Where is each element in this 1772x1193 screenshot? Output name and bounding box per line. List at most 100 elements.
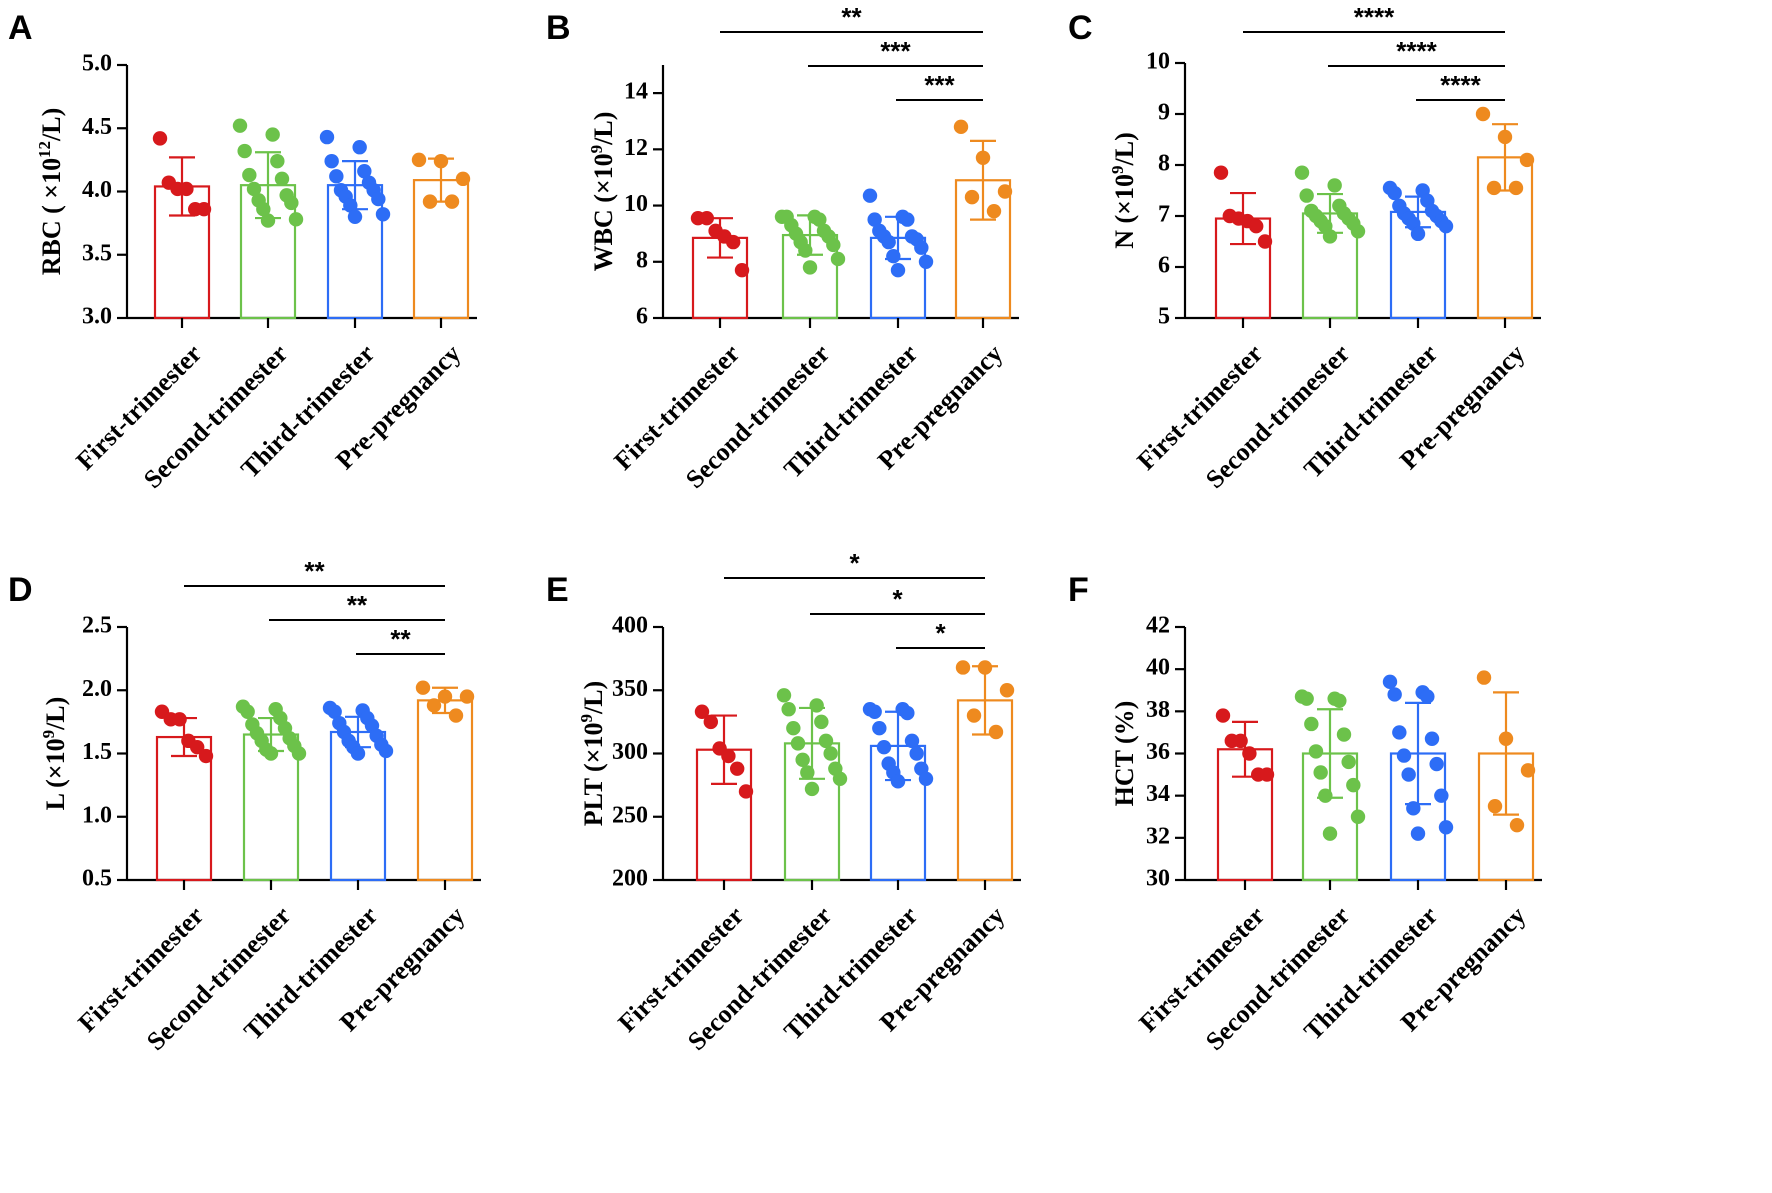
data-point <box>1476 670 1492 685</box>
data-point <box>455 171 471 187</box>
y-tick-label: 6 <box>1158 253 1170 279</box>
data-point <box>1401 767 1416 782</box>
data-point <box>422 194 438 209</box>
data-point <box>288 212 304 227</box>
data-point <box>964 189 980 205</box>
data-point <box>1387 185 1402 201</box>
data-point <box>832 771 848 786</box>
data-point <box>721 748 736 764</box>
data-point <box>1519 152 1535 168</box>
data-point <box>343 198 358 213</box>
data-point <box>862 188 878 203</box>
data-point <box>1233 733 1248 749</box>
data-point <box>1249 219 1264 234</box>
data-point <box>1322 229 1338 244</box>
data-point <box>1429 756 1444 772</box>
data-point <box>823 746 838 761</box>
y-axis-label: WBC (×109/L) <box>587 112 618 272</box>
data-point <box>1486 180 1502 196</box>
y-axis-label: N (×109/L) <box>1108 132 1139 248</box>
data-point <box>190 739 205 755</box>
data-point <box>347 209 363 224</box>
y-tick-label: 3.0 <box>82 304 112 330</box>
data-point <box>246 181 262 197</box>
y-tick-label: 42 <box>1146 613 1170 639</box>
data-point <box>953 119 969 135</box>
y-tick-label: 36 <box>1146 739 1170 765</box>
data-point <box>730 761 745 776</box>
data-point <box>1498 731 1514 746</box>
data-point <box>986 203 1002 219</box>
panel-D: DL (×109/L)0.51.01.52.02.5First-trimeste… <box>8 556 481 1056</box>
significance-label: ** <box>841 2 862 32</box>
panel-letter: E <box>546 571 569 609</box>
data-point <box>1350 809 1366 824</box>
data-point <box>324 153 339 169</box>
data-point <box>1509 817 1525 833</box>
data-point <box>198 748 214 764</box>
data-point <box>265 127 280 142</box>
y-tick-label: 250 <box>612 802 648 828</box>
y-tick-label: 34 <box>1146 781 1170 807</box>
data-point <box>352 140 367 155</box>
data-point <box>890 263 906 278</box>
data-point <box>152 131 168 146</box>
data-point <box>371 191 386 207</box>
y-axis-label: RBC ( ×1012/L) <box>35 108 66 276</box>
data-point <box>726 234 741 250</box>
data-point <box>1382 674 1398 690</box>
y-axis-label: HCT (%) <box>1110 701 1139 807</box>
y-tick-label: 30 <box>1146 866 1170 892</box>
data-point <box>1299 188 1314 203</box>
data-point <box>179 181 194 197</box>
y-axis-label: L (×109/L) <box>39 697 70 811</box>
data-point <box>437 689 453 704</box>
data-point <box>1336 727 1352 742</box>
data-point <box>459 689 475 704</box>
data-point <box>1313 765 1328 780</box>
data-point <box>240 704 255 719</box>
bar-3 <box>416 699 474 882</box>
significance-label: **** <box>1396 36 1437 66</box>
y-tick-label: 1.5 <box>82 739 112 765</box>
data-point <box>914 240 929 255</box>
data-point <box>900 212 915 227</box>
y-tick-label: 4.0 <box>82 177 112 203</box>
significance-label: * <box>935 618 946 648</box>
data-point <box>1257 234 1273 249</box>
data-point <box>781 702 796 717</box>
data-point <box>997 184 1013 199</box>
y-tick-label: 400 <box>612 613 648 639</box>
y-tick-label: 2.0 <box>82 676 112 702</box>
data-point <box>703 714 718 730</box>
data-point <box>1406 801 1421 816</box>
data-point <box>232 118 248 133</box>
y-tick-label: 8 <box>1158 151 1170 177</box>
data-point <box>284 195 299 211</box>
data-point <box>1213 165 1229 180</box>
data-point <box>904 733 920 749</box>
significance-label: ** <box>304 556 325 586</box>
y-tick-label: 10 <box>624 191 648 217</box>
data-point <box>448 708 464 723</box>
data-point <box>256 202 271 217</box>
data-point <box>699 211 714 226</box>
data-point <box>1475 106 1491 122</box>
data-point <box>327 704 342 719</box>
data-point <box>988 724 1004 740</box>
data-point <box>1487 799 1503 814</box>
y-tick-label: 300 <box>612 739 648 765</box>
y-tick-label: 4.5 <box>82 114 112 140</box>
y-tick-label: 40 <box>1146 655 1170 681</box>
category-label: Second-trimester <box>1200 901 1355 1056</box>
data-point <box>1259 767 1275 782</box>
data-point <box>1438 820 1454 835</box>
y-tick-label: 8 <box>636 247 648 273</box>
y-tick-label: 0.5 <box>82 866 112 892</box>
y-axis-label: PLT (×109/L) <box>577 681 608 826</box>
data-point <box>818 733 834 749</box>
data-point <box>1346 777 1361 793</box>
y-tick-label: 12 <box>624 135 648 161</box>
